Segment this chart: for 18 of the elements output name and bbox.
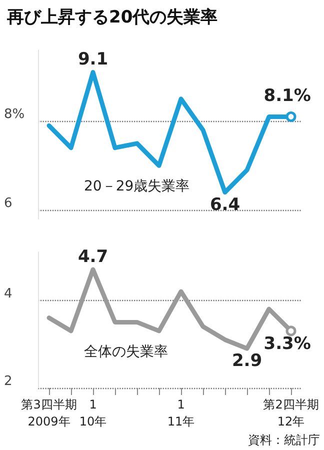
x-tick-label: 第3四半期 2009年 [21,398,77,428]
y-tick-label: 2 [4,374,12,389]
data-label: 2.9 [232,351,262,372]
chart-title: 再び上昇する20代の失業率 [6,8,218,28]
data-label: 4.7 [78,247,108,268]
data-label: 8.1% [264,86,311,106]
data-label: 6.4 [210,194,240,215]
text: 資料：統計庁 [248,433,320,447]
y-tick-label: 4 [4,286,12,302]
data-label: 9.1 [78,50,108,70]
x-tick-label: 第2四半期 12年 [263,398,319,428]
x-tick-label: 1 10年 [79,398,107,428]
y-tick-label: 6 [4,196,12,212]
text: 20－29歳失業率 [84,178,190,195]
data-label: 3.3% [264,334,311,354]
x-tick-label: 1 11年 [167,398,195,428]
y-tick-label: 8% [4,107,25,122]
series-label: 全体の失業率 [84,344,168,360]
